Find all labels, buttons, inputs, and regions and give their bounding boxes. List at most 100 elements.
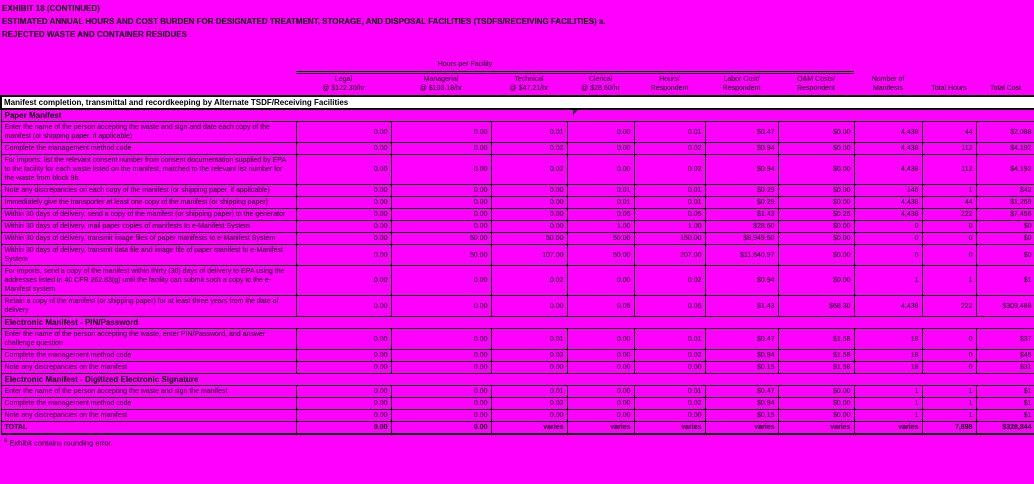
value-cell: 222 <box>921 295 977 317</box>
value-cell: $31 <box>975 361 1034 374</box>
value-cell: $0.29 <box>704 184 779 197</box>
value-cell: 0.01 <box>633 184 706 197</box>
value-cell: 0.05 <box>566 208 635 221</box>
value-cell: $7,456 <box>975 208 1034 221</box>
table-row: Note any discrepancies on the manifest 0.… <box>0 409 1034 422</box>
value-cell: 112 <box>921 154 977 185</box>
value-cell: 0.02 <box>490 265 568 296</box>
table-body: Manifest completion, transmittal and rec… <box>0 95 1034 435</box>
value-cell: 0.00 <box>390 265 492 296</box>
col-header-clerical: Clerical @ $28.60/hr <box>581 76 620 92</box>
value-cell: $1 <box>975 409 1034 422</box>
value-cell: 0 <box>853 220 923 233</box>
activity-cell: Enter the name of the person accepting t… <box>0 121 297 143</box>
activity-cell: Note any discrepancies on each copy of t… <box>0 184 297 197</box>
table-row: Within 30 days of delivery, mail paper c… <box>0 220 1034 233</box>
value-cell: 0.02 <box>633 142 706 155</box>
value-cell: 0.00 <box>295 121 392 143</box>
value-cell: 0.00 <box>295 361 392 374</box>
value-cell: 0.00 <box>295 196 392 209</box>
cell-note-marker <box>573 110 578 115</box>
value-cell: 0 <box>921 232 977 245</box>
value-cell: 0.02 <box>490 349 568 362</box>
value-cell: 0.00 <box>633 409 706 422</box>
hours-per-facility-group-header: Hours per Facility <box>296 59 635 74</box>
value-cell: $4,192 <box>975 154 1034 185</box>
subsection-row: Paper Manifest <box>0 108 1034 122</box>
value-cell: 0.00 <box>566 154 635 185</box>
subsection-title-cell: Paper Manifest <box>0 108 1034 122</box>
total-label-cell: TOTAL <box>0 421 297 435</box>
value-cell: 1.00 <box>566 220 635 233</box>
activity-cell: Complete the management method code <box>0 349 297 362</box>
value-cell: 50.00 <box>566 244 635 266</box>
value-cell: $0 <box>975 244 1034 266</box>
total-value-cell: $328,844 <box>975 421 1034 435</box>
value-cell: 0 <box>853 244 923 266</box>
value-cell: 0.00 <box>390 349 492 362</box>
value-cell: $0.47 <box>704 385 779 398</box>
table-row: For imports: list the relevant consent n… <box>0 154 1034 185</box>
table-header: Hours per Facility Legal @ $122.30/hr Ma… <box>1 59 1034 96</box>
value-cell: 0 <box>921 244 977 266</box>
section-title-cell: Manifest completion, transmittal and rec… <box>0 95 1034 110</box>
value-cell: $1 <box>975 397 1034 410</box>
col-header-labor-cost: Labor Cost/ Respondent <box>722 76 761 92</box>
value-cell: $1.58 <box>777 361 855 374</box>
value-cell: 0.00 <box>490 184 568 197</box>
col-header-total-cost: Total Cost <box>989 85 1022 92</box>
value-cell: $4,192 <box>975 142 1034 155</box>
value-cell: 0.01 <box>490 121 568 143</box>
total-value-cell: 0.00 <box>390 421 492 435</box>
activity-cell: Immediately give the transporter at leas… <box>0 196 297 209</box>
value-cell: 0.00 <box>390 295 492 317</box>
subsection-title-cell: Electronic Manifest - PIN/Password <box>0 316 1034 329</box>
value-cell: $0.94 <box>704 142 779 155</box>
value-cell: 0.05 <box>633 295 706 317</box>
value-cell: $2,088 <box>975 121 1034 143</box>
value-cell: 0.05 <box>566 295 635 317</box>
value-cell: $309,488 <box>975 295 1034 317</box>
value-cell: 0.01 <box>633 121 706 143</box>
value-cell: $0.00 <box>777 232 855 245</box>
table-row: Within 30 days of delivery, transmit dat… <box>0 244 1034 266</box>
value-cell: 1 <box>921 385 977 398</box>
value-cell: $0.15 <box>704 361 779 374</box>
value-cell: 0.00 <box>295 208 392 221</box>
value-cell: $0.25 <box>777 208 855 221</box>
value-cell: 0.01 <box>633 385 706 398</box>
value-cell: 44 <box>921 196 977 209</box>
value-cell: $0.94 <box>704 397 779 410</box>
table-row: For imports, send a copy of the manifest… <box>0 265 1034 296</box>
value-cell: $0.00 <box>777 385 855 398</box>
table-row: Complete the management method code 0.00 0… <box>0 349 1034 362</box>
value-cell: 0.00 <box>490 409 568 422</box>
value-cell: 50.00 <box>390 232 492 245</box>
value-cell: $1 <box>975 265 1034 296</box>
col-header-om-costs: O&M Costs/ Respondent <box>797 76 835 92</box>
value-cell: 0.00 <box>566 397 635 410</box>
value-cell: 207.00 <box>633 244 706 266</box>
value-cell: $0.94 <box>704 349 779 362</box>
value-cell: $28.60 <box>704 220 779 233</box>
table-row: Note any discrepancies on each copy of t… <box>0 184 1034 197</box>
value-cell: $0.47 <box>704 328 779 350</box>
total-row: TOTAL 0.00 0.00 varies varies varies varies var… <box>0 421 1034 435</box>
value-cell: 0.02 <box>490 142 568 155</box>
value-cell: 0.00 <box>390 121 492 143</box>
value-cell: 0.00 <box>295 184 392 197</box>
table-row: Enter the name of the person accepting t… <box>0 328 1034 350</box>
value-cell: 0.00 <box>295 265 392 296</box>
value-cell: 0.00 <box>295 409 392 422</box>
table-row: Complete the management method code 0.00 0… <box>0 397 1034 410</box>
value-cell: 0.00 <box>566 328 635 350</box>
value-cell: 0.00 <box>390 385 492 398</box>
value-cell: 0.02 <box>633 154 706 185</box>
value-cell: 0 <box>921 349 977 362</box>
total-value-cell: varies <box>777 421 855 435</box>
activity-column-header <box>1 73 296 97</box>
activity-cell: Note any discrepancies on the manifest <box>0 409 297 422</box>
col-header-legal: Legal @ $122.30/hr <box>322 76 365 92</box>
table-row: Immediately give the transporter at leas… <box>0 196 1034 209</box>
activity-cell: Enter the name of the person accepting t… <box>0 385 297 398</box>
